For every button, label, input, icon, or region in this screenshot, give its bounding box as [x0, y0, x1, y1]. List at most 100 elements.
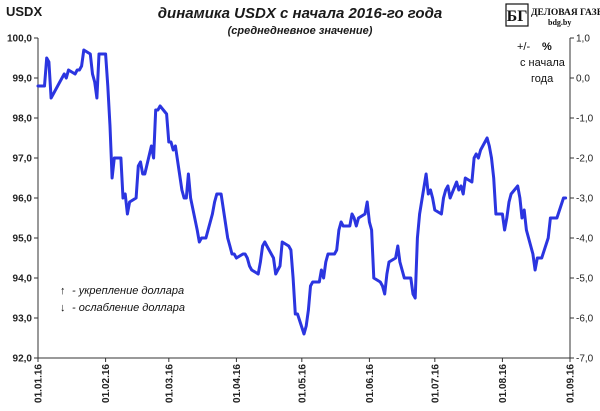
data-point [505, 216, 508, 220]
data-point [235, 256, 238, 260]
data-point [342, 224, 345, 228]
data-point [65, 76, 68, 80]
data-point [134, 196, 138, 200]
data-point [525, 228, 528, 232]
data-point [36, 84, 40, 88]
data-point [372, 276, 375, 280]
data-point [226, 236, 229, 240]
series-points-usdx [36, 48, 567, 336]
data-point [357, 216, 360, 220]
right-axis-caption-line1: +/- [517, 41, 530, 53]
data-point [91, 72, 94, 76]
data-point [158, 104, 162, 108]
data-point [198, 240, 201, 244]
data-point [49, 96, 53, 100]
data-point [217, 192, 221, 196]
logo-name: ДЕЛОВАЯ ГАЗЕТА [531, 8, 600, 18]
data-point [80, 64, 83, 68]
data-point [141, 172, 144, 176]
logo-site: bdg.by [548, 18, 571, 27]
data-point [414, 296, 417, 300]
data-point [152, 156, 155, 160]
data-point [211, 212, 214, 216]
data-point [265, 244, 269, 248]
data-point [274, 272, 277, 276]
left-y-ticks: 92,0 93,0 94,0 95,0 96,0 97,0 98,0 99,0 100,0 [7, 34, 38, 365]
data-point [549, 216, 552, 220]
left-y-tick-label: 100,0 [7, 34, 32, 45]
data-point [490, 156, 493, 160]
data-point [128, 200, 131, 204]
data-point [200, 236, 203, 240]
data-point [523, 208, 526, 212]
right-y-tick-label: -4,0 [576, 234, 594, 245]
data-point [427, 192, 430, 196]
data-point [322, 276, 325, 280]
data-point [431, 196, 434, 200]
data-point [189, 196, 192, 200]
data-point [150, 144, 153, 148]
data-point [62, 72, 66, 76]
data-point [52, 92, 55, 96]
data-point [202, 236, 205, 240]
data-point [531, 252, 535, 256]
data-point [124, 192, 127, 196]
legend-down-text: - ослабление доллара [72, 302, 185, 314]
right-y-tick-label: -6,0 [576, 314, 594, 325]
data-point [213, 200, 216, 204]
data-point [457, 188, 460, 192]
data-point [248, 264, 251, 268]
data-point [106, 84, 110, 88]
data-point [187, 172, 190, 176]
right-axis-caption-line3: года [531, 73, 554, 85]
data-point [394, 256, 397, 260]
data-point [95, 96, 99, 100]
data-point [165, 112, 168, 116]
data-point [383, 292, 386, 296]
chart-title: динамика USDX с начала 2016-го года [158, 5, 442, 22]
data-point [172, 148, 175, 152]
legend-up-text: - укрепление доллара [72, 285, 184, 297]
data-point [433, 208, 436, 212]
data-point [448, 196, 452, 200]
data-point [294, 312, 297, 316]
data-point [289, 248, 293, 252]
data-point [296, 312, 299, 316]
data-point [215, 192, 218, 196]
left-y-tick-label: 92,0 [13, 354, 33, 365]
data-point [479, 148, 482, 152]
data-point [464, 176, 467, 180]
left-y-tick-label: 94,0 [13, 274, 33, 285]
data-point [403, 276, 406, 280]
data-point [324, 260, 327, 264]
data-point [180, 188, 184, 192]
legend-up-arrow-icon: ↑ [60, 285, 66, 297]
x-tick-label: 01.01.16 [34, 364, 45, 403]
x-tick-label: 01.05.16 [297, 364, 308, 403]
data-point [243, 252, 247, 256]
data-point [398, 260, 402, 264]
data-point [348, 224, 351, 228]
x-tick-label: 01.03.16 [164, 364, 175, 403]
data-point [444, 188, 447, 192]
data-point [507, 200, 511, 204]
data-point [494, 212, 498, 216]
data-point [43, 84, 46, 88]
x-ticks: 01.01.16 01.02.16 01.03.16 01.04.16 01.05.16… [34, 358, 577, 403]
x-tick-label: 01.04.16 [232, 364, 243, 403]
data-point [385, 272, 389, 276]
data-point [58, 80, 61, 84]
data-point [350, 212, 354, 216]
data-point [309, 284, 312, 288]
data-point [381, 284, 384, 288]
data-point [307, 308, 310, 312]
data-point [337, 228, 341, 232]
data-point [472, 156, 476, 160]
data-point [459, 184, 463, 188]
data-point [73, 72, 77, 76]
data-point [516, 184, 519, 188]
left-y-tick-label: 96,0 [13, 194, 33, 205]
data-point [379, 280, 382, 284]
x-tick-label: 01.06.16 [365, 364, 376, 403]
